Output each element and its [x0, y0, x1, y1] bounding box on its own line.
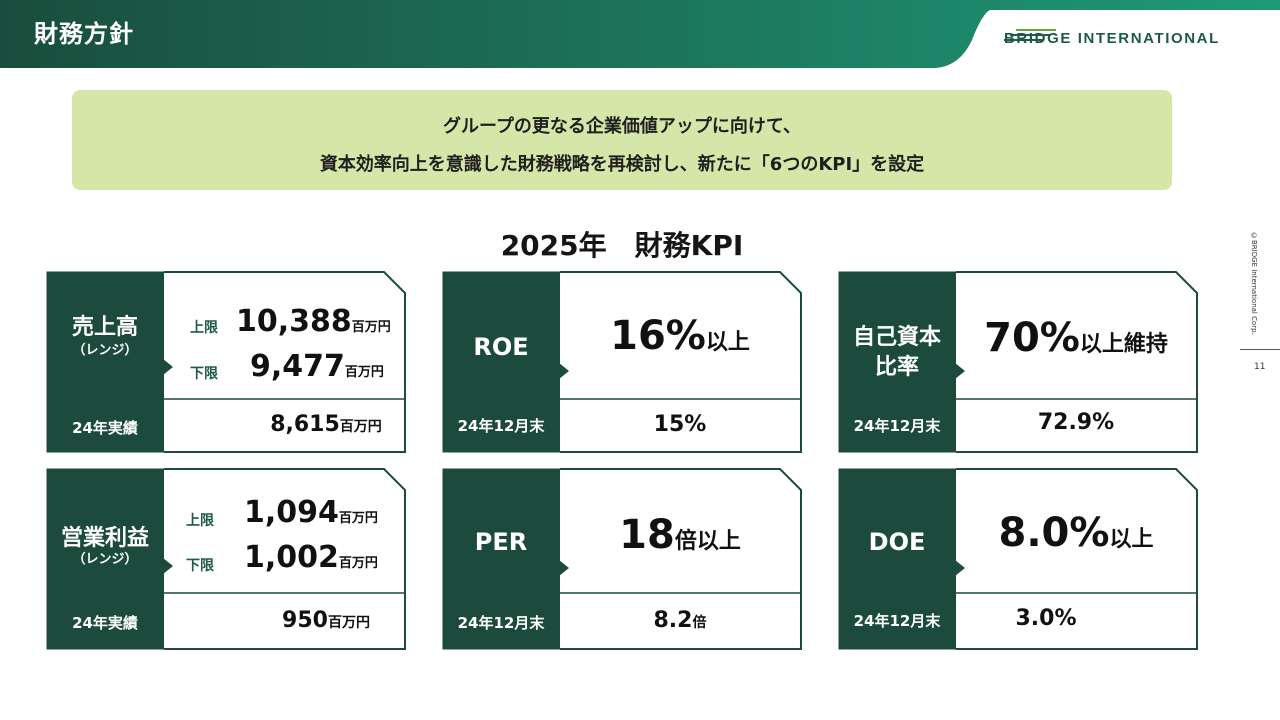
kpi-card-sales: 売上高 （レンジ） 上限 10,388百万円 下限 9,477百万円 24年実績…	[46, 271, 406, 453]
card-label: 営業利益	[60, 526, 149, 551]
card-frame	[46, 271, 406, 453]
result-label: 24年12月末	[853, 612, 941, 630]
card-label-line-1: 自己資本	[852, 325, 941, 350]
lower-limit-label: 下限	[186, 558, 214, 574]
policy-banner: グループの更なる企業価値アップに向けて、 資本効率向上を意識した財務戦略を再検討…	[72, 90, 1172, 190]
target-value: 8.0%以上	[998, 510, 1154, 556]
page-number: 11	[1254, 362, 1266, 372]
target-value: 16%以上	[610, 313, 750, 359]
page-title: 財務方針	[34, 20, 134, 48]
kpi-card-per: PER 18倍以上 24年12月末 8.2倍	[442, 468, 802, 650]
header-bar: 財務方針 BRIDGE INTERNATIONAL	[0, 0, 1280, 68]
upper-limit-value: 10,388百万円	[236, 304, 391, 339]
target-value: 18倍以上	[619, 512, 741, 558]
result-value: 15%	[653, 412, 707, 437]
card-label: PER	[474, 528, 528, 556]
card-label: 売上高	[71, 315, 138, 340]
kpi-card-roe: ROE 16%以上 24年12月末 15%	[442, 271, 802, 453]
label-pointer	[955, 363, 965, 379]
card-label: ROE	[473, 333, 529, 361]
card-frame	[442, 271, 802, 453]
header-background	[0, 0, 1280, 68]
card-frame	[46, 468, 406, 650]
logo-text: BRIDGE INTERNATIONAL	[1004, 30, 1220, 47]
page-divider	[1240, 349, 1280, 350]
banner-line-1: グループの更なる企業価値アップに向けて、	[442, 116, 802, 137]
card-sublabel: （レンジ）	[72, 343, 138, 358]
label-pointer	[163, 359, 173, 375]
result-label: 24年実績	[72, 419, 138, 437]
result-label: 24年12月末	[853, 417, 941, 435]
card-label-line-2: 比率	[874, 355, 919, 380]
label-pointer	[559, 560, 569, 576]
result-label: 24年12月末	[457, 614, 545, 632]
upper-limit-label: 上限	[190, 320, 218, 336]
label-pointer	[955, 560, 965, 576]
copyright-notice: ©BRIDGE International Corp.	[1250, 232, 1258, 335]
card-frame	[838, 271, 1198, 453]
lower-limit-value: 9,477百万円	[250, 349, 384, 384]
target-value: 70%以上維持	[984, 315, 1168, 361]
upper-limit-label: 上限	[186, 513, 214, 529]
kpi-section-title: 2025年 財務KPI	[500, 229, 744, 262]
lower-limit-label: 下限	[190, 366, 218, 382]
result-value: 72.9%	[1037, 410, 1115, 435]
result-value: 8.2倍	[653, 608, 707, 633]
label-pointer	[163, 558, 173, 574]
card-frame	[442, 468, 802, 650]
card-label: DOE	[868, 528, 926, 556]
company-logo: BRIDGE INTERNATIONAL	[1004, 28, 1220, 50]
upper-limit-value: 1,094百万円	[244, 495, 378, 530]
card-sublabel: （レンジ）	[72, 552, 138, 567]
card-frame	[838, 468, 1198, 650]
label-pointer	[559, 363, 569, 379]
banner-line-2: 資本効率向上を意識した財務戦略を再検討し、新たに「6つのKPI」を設定	[319, 154, 925, 175]
lower-limit-value: 1,002百万円	[244, 540, 378, 575]
result-value: 950百万円	[282, 608, 370, 633]
kpi-card-operating-income: 営業利益 （レンジ） 上限 1,094百万円 下限 1,002百万円 24年実績…	[46, 468, 406, 650]
kpi-card-equity-ratio: 自己資本 比率 70%以上維持 24年12月末 72.9%	[838, 271, 1198, 453]
logo-lines-icon	[1004, 29, 1056, 41]
result-label: 24年12月末	[457, 417, 545, 435]
kpi-card-doe: DOE 8.0%以上 24年12月末 3.0%	[838, 468, 1198, 650]
result-value: 3.0%	[1015, 606, 1077, 631]
result-value: 8,615百万円	[270, 412, 382, 437]
result-label: 24年実績	[72, 614, 138, 632]
